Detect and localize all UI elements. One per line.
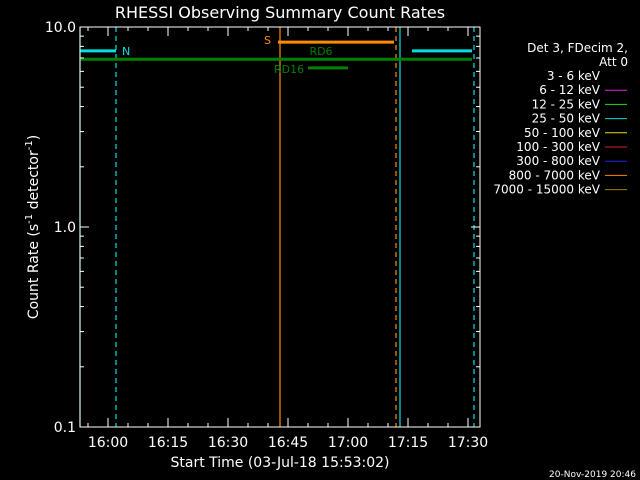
footer-timestamp: 20-Nov-2019 20:46 [549, 470, 636, 480]
legend-entry-label: 3 - 6 keV [547, 69, 601, 83]
night-label: N [122, 45, 130, 58]
y-tick-label: 10.0 [45, 20, 76, 36]
y-axis-label: Count Rate (s-1 detector-1) [24, 135, 42, 319]
y-axis-label-main: Count Rate (s [26, 224, 42, 319]
saa-label: S [264, 34, 271, 47]
x-tick-label: 17:00 [328, 435, 368, 451]
x-axis-label: Start Time (03-Jul-18 15:53:02) [170, 455, 389, 471]
rd6-label: RD6 [309, 45, 332, 58]
legend-header-2: Att 0 [599, 55, 628, 69]
x-tick-label: 16:45 [268, 435, 308, 451]
legend-entry-label: 7000 - 15000 keV [493, 183, 600, 197]
legend-entry-label: 6 - 12 keV [539, 83, 601, 97]
x-tick-label: 17:15 [388, 435, 428, 451]
legend-entry-label: 800 - 7000 keV [509, 168, 601, 182]
x-tick-label: 16:00 [88, 435, 128, 451]
rd16-label: RD16 [274, 63, 304, 76]
y-axis-label-end: ) [26, 135, 42, 140]
legend-entry-label: 12 - 25 keV [532, 97, 601, 111]
y-axis-label-sup1: -1 [24, 214, 35, 224]
y-tick-label: 1.0 [54, 220, 76, 236]
legend-entry-label: 50 - 100 keV [524, 126, 601, 140]
y-tick-label: 0.1 [54, 420, 76, 436]
legend-entry-label: 25 - 50 keV [532, 112, 601, 126]
y-axis-label-mid: detector [26, 150, 42, 214]
x-tick-label: 16:30 [208, 435, 248, 451]
legend-entry-label: 300 - 800 keV [516, 154, 600, 168]
x-tick-label: 17:30 [448, 435, 488, 451]
legend-entry-label: 100 - 300 keV [516, 140, 600, 154]
y-axis-label-sup2: -1 [24, 140, 35, 150]
chart-title: RHESSI Observing Summary Count Rates [115, 3, 445, 22]
x-tick-label: 16:15 [148, 435, 188, 451]
legend-header-1: Det 3, FDecim 2, [527, 41, 628, 55]
